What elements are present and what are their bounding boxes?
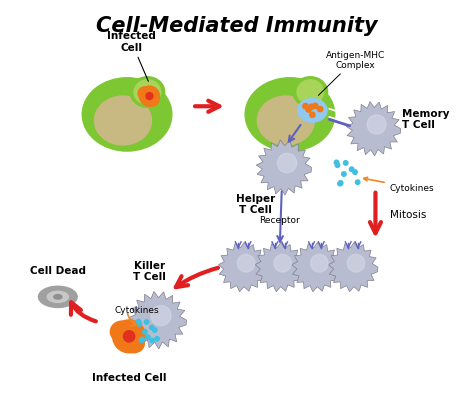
Text: Memory
T Cell: Memory T Cell [402, 108, 449, 130]
Circle shape [151, 306, 171, 326]
Circle shape [342, 172, 346, 177]
Circle shape [338, 182, 342, 187]
Polygon shape [219, 243, 268, 292]
Ellipse shape [113, 320, 146, 353]
Text: Cytokines: Cytokines [364, 178, 434, 193]
Ellipse shape [245, 79, 335, 152]
Circle shape [306, 108, 311, 113]
Circle shape [123, 331, 135, 342]
Circle shape [150, 338, 154, 343]
Circle shape [137, 322, 142, 326]
Circle shape [143, 330, 147, 334]
Polygon shape [129, 292, 186, 349]
Circle shape [338, 181, 343, 186]
Ellipse shape [130, 78, 165, 108]
Text: Helper
T Cell: Helper T Cell [236, 193, 275, 215]
Polygon shape [256, 141, 311, 196]
Polygon shape [346, 102, 401, 157]
Text: Cell-Mediated Immunity: Cell-Mediated Immunity [96, 16, 378, 36]
Ellipse shape [257, 97, 314, 146]
Circle shape [237, 255, 255, 272]
Circle shape [136, 319, 141, 324]
Ellipse shape [139, 87, 159, 107]
Circle shape [353, 171, 357, 175]
Ellipse shape [82, 79, 172, 152]
FancyArrowPatch shape [370, 193, 381, 234]
Text: Infected Cell: Infected Cell [92, 372, 166, 382]
Text: Cytokines: Cytokines [115, 305, 159, 314]
FancyArrowPatch shape [176, 268, 218, 288]
Circle shape [356, 180, 360, 185]
Text: Killer
T Cell: Killer T Cell [133, 260, 166, 282]
Circle shape [155, 337, 159, 341]
Circle shape [146, 335, 150, 339]
Circle shape [318, 107, 323, 112]
Ellipse shape [54, 295, 62, 299]
Circle shape [313, 104, 318, 109]
Polygon shape [255, 243, 305, 292]
Circle shape [310, 255, 328, 272]
Text: Mitosis: Mitosis [390, 210, 426, 220]
Circle shape [367, 116, 386, 135]
Ellipse shape [293, 78, 328, 108]
Circle shape [303, 104, 308, 110]
Circle shape [139, 338, 144, 342]
Polygon shape [328, 243, 378, 292]
Ellipse shape [47, 292, 68, 303]
Ellipse shape [110, 321, 134, 342]
Circle shape [146, 93, 153, 100]
Circle shape [349, 168, 354, 172]
Circle shape [335, 164, 340, 168]
Circle shape [149, 326, 154, 330]
Circle shape [347, 255, 365, 272]
Text: Receptor: Receptor [259, 216, 300, 225]
FancyArrowPatch shape [195, 101, 219, 112]
Circle shape [310, 113, 315, 118]
Ellipse shape [123, 334, 144, 353]
Ellipse shape [138, 88, 152, 100]
Circle shape [140, 337, 145, 342]
Ellipse shape [146, 95, 159, 107]
Circle shape [274, 255, 292, 272]
Circle shape [334, 161, 339, 165]
FancyArrowPatch shape [71, 303, 96, 321]
Ellipse shape [134, 81, 161, 105]
Circle shape [153, 328, 157, 333]
Text: Antigen-MHC
Complex: Antigen-MHC Complex [319, 51, 385, 96]
Polygon shape [292, 243, 341, 292]
Circle shape [277, 154, 297, 173]
Ellipse shape [94, 97, 152, 146]
Circle shape [309, 105, 314, 110]
Ellipse shape [298, 99, 327, 123]
Circle shape [145, 320, 149, 324]
Ellipse shape [38, 287, 77, 308]
Circle shape [344, 161, 348, 166]
Text: Infected
Cell: Infected Cell [107, 31, 155, 82]
Ellipse shape [297, 81, 324, 105]
Text: Cell Dead: Cell Dead [30, 265, 86, 276]
